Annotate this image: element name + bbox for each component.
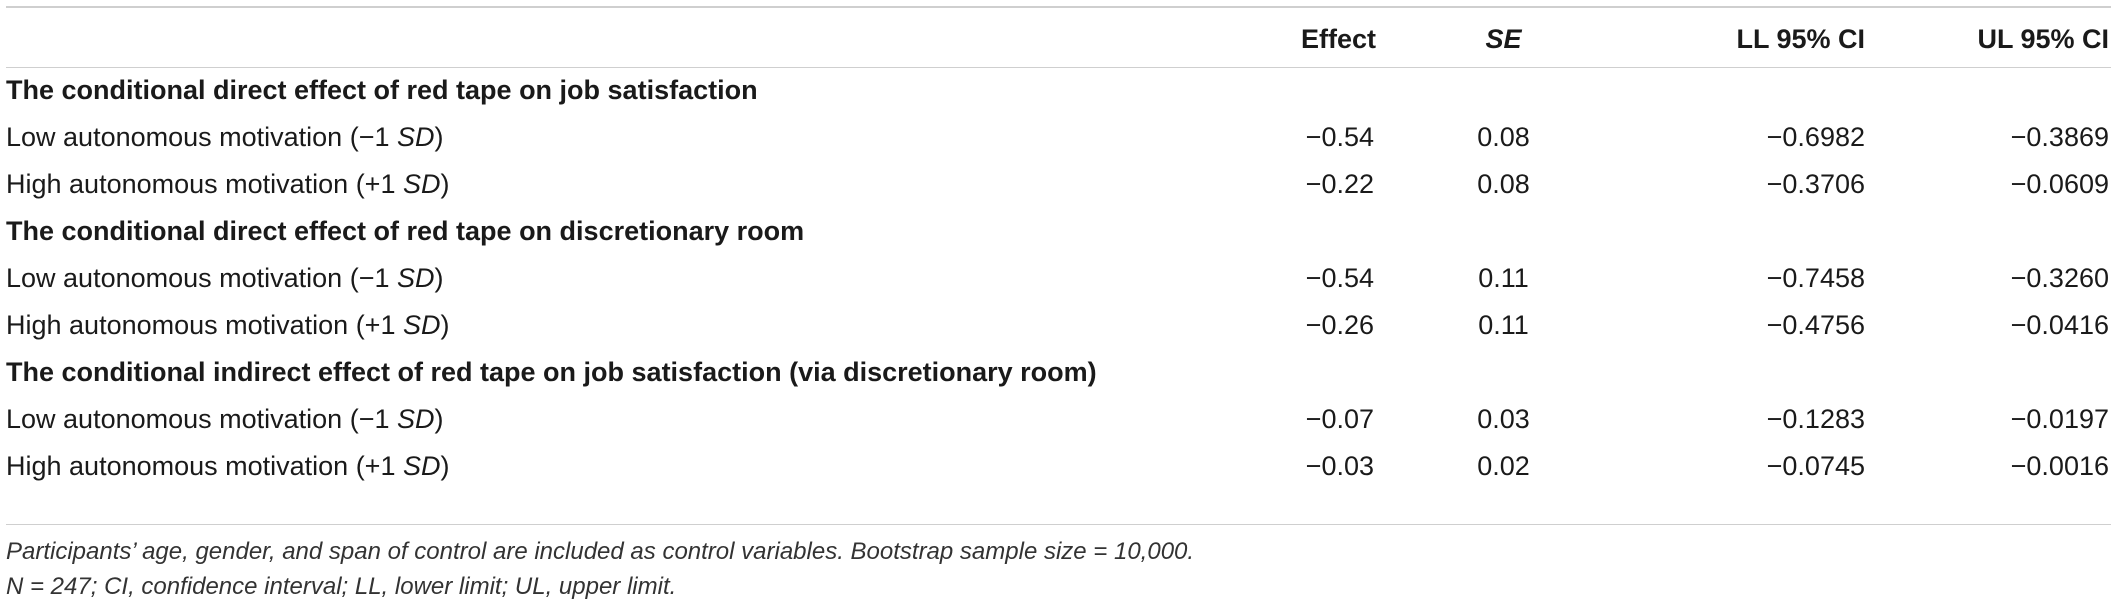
cell-ll-ci: −0.6982 (1766, 122, 1865, 152)
section-header-row: The conditional direct effect of red tap… (6, 208, 2111, 255)
section-header-row: The conditional indirect effect of red t… (6, 349, 2111, 396)
cell-ll-ci: −0.3706 (1766, 169, 1865, 199)
cell-ll-ci: −0.7458 (1766, 263, 1865, 293)
section-title: The conditional direct effect of red tap… (6, 216, 805, 246)
row-label: High autonomous motivation (+1 SD) (6, 302, 1236, 349)
table-header-row: Effect SE LL 95% CI UL 95% CI (6, 12, 2111, 67)
row-label-text: Low autonomous motivation (−1 (6, 263, 397, 293)
row-label-sd: SD (396, 404, 435, 434)
row-label-sd: SD (396, 122, 435, 152)
row-label-text: High autonomous motivation (+1 (6, 169, 403, 199)
section-title: The conditional indirect effect of red t… (6, 357, 1097, 387)
cell-ll-ci: −0.1283 (1766, 404, 1865, 434)
cell-ul-ci: −0.0609 (2010, 169, 2109, 199)
header-label (6, 12, 1236, 67)
header-ul-ci: UL 95% CI (1977, 24, 2109, 54)
cell-effect: −0.26 (1305, 310, 1374, 340)
cell-se: 0.03 (1477, 404, 1530, 434)
cell-ll-ci: −0.0745 (1766, 451, 1865, 481)
header-ll-ci: LL 95% CI (1736, 24, 1865, 54)
row-label: Low autonomous motivation (−1 SD) (6, 396, 1236, 443)
cell-ul-ci: −0.0416 (2010, 310, 2109, 340)
row-label-close: ) (440, 451, 450, 481)
row-label-sd: SD (402, 169, 441, 199)
table-row: High autonomous motivation (+1 SD) −0.26 0… (6, 302, 2111, 349)
table-note-2: N = 247; CI, confidence interval; LL, lo… (6, 573, 677, 600)
table-body: The conditional direct effect of red tap… (6, 67, 2111, 490)
cell-ll-ci: −0.4756 (1766, 310, 1865, 340)
results-table: Effect SE LL 95% CI UL 95% CI The condit… (6, 12, 2111, 490)
row-label: Low autonomous motivation (−1 SD) (6, 114, 1236, 161)
section-header-row: The conditional direct effect of red tap… (6, 67, 2111, 114)
row-label-sd: SD (402, 310, 441, 340)
row-label-text: Low autonomous motivation (−1 (6, 404, 397, 434)
row-label-close: ) (440, 169, 450, 199)
row-label-text: High autonomous motivation (+1 (6, 451, 403, 481)
row-label-sd: SD (396, 263, 435, 293)
row-label-sd: SD (402, 451, 441, 481)
cell-ul-ci: −0.0016 (2010, 451, 2109, 481)
table-bottom-rule (6, 524, 2111, 525)
cell-effect: −0.22 (1305, 169, 1374, 199)
section-title: The conditional direct effect of red tap… (6, 75, 758, 105)
cell-effect: −0.03 (1305, 451, 1374, 481)
table-header-rule (6, 67, 2111, 68)
table-top-rule (6, 6, 2111, 8)
cell-se: 0.11 (1478, 263, 1529, 293)
row-label-close: ) (434, 263, 444, 293)
row-label: Low autonomous motivation (−1 SD) (6, 255, 1236, 302)
row-label-close: ) (434, 404, 444, 434)
row-label-close: ) (434, 122, 444, 152)
table-row: Low autonomous motivation (−1 SD) −0.54 0.… (6, 114, 2111, 161)
row-label: High autonomous motivation (+1 SD) (6, 443, 1236, 490)
row-label: High autonomous motivation (+1 SD) (6, 161, 1236, 208)
cell-se: 0.11 (1478, 310, 1529, 340)
row-label-close: ) (440, 310, 450, 340)
cell-effect: −0.54 (1305, 122, 1374, 152)
header-se: SE (1485, 24, 1522, 54)
table-note-1: Participants’ age, gender, and span of c… (6, 538, 1195, 565)
cell-se: 0.08 (1477, 169, 1530, 199)
row-label-text: High autonomous motivation (+1 (6, 310, 403, 340)
cell-effect: −0.54 (1305, 263, 1374, 293)
table-row: Low autonomous motivation (−1 SD) −0.07 0.… (6, 396, 2111, 443)
header-effect: Effect (1300, 24, 1376, 54)
row-label-text: Low autonomous motivation (−1 (6, 122, 397, 152)
cell-se: 0.08 (1477, 122, 1530, 152)
cell-ul-ci: −0.0197 (2010, 404, 2109, 434)
table-row: High autonomous motivation (+1 SD) −0.22 0… (6, 161, 2111, 208)
cell-ul-ci: −0.3869 (2010, 122, 2109, 152)
cell-se: 0.02 (1477, 451, 1530, 481)
table-row: High autonomous motivation (+1 SD) −0.03 0… (6, 443, 2111, 490)
cell-ul-ci: −0.3260 (2010, 263, 2109, 293)
cell-effect: −0.07 (1305, 404, 1374, 434)
table-row: Low autonomous motivation (−1 SD) −0.54 0.… (6, 255, 2111, 302)
